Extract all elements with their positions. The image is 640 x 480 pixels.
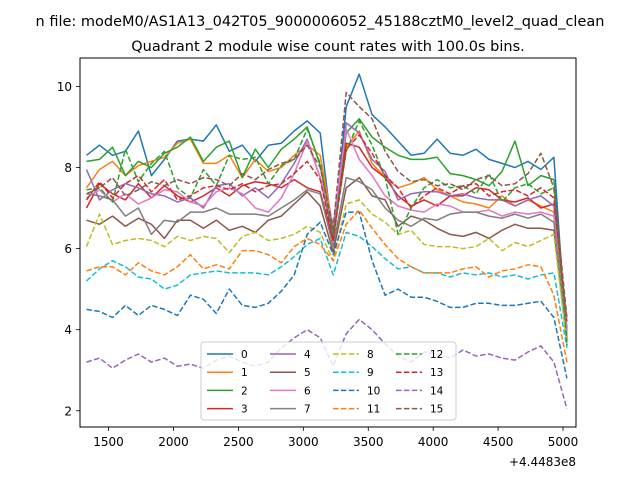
legend-label: 7 bbox=[304, 404, 311, 416]
series-line-14 bbox=[86, 318, 568, 410]
series-line-15 bbox=[86, 91, 568, 318]
series-line-3 bbox=[85, 142, 568, 330]
y-tick-label: 2 bbox=[64, 404, 72, 418]
legend-box bbox=[200, 341, 457, 421]
legend-item-15: 15 bbox=[396, 404, 443, 416]
series-line-9 bbox=[85, 231, 568, 349]
series-line-10 bbox=[86, 211, 568, 379]
series-line-4 bbox=[85, 122, 568, 328]
legend-label: 8 bbox=[367, 349, 374, 361]
x-tick-label: 3500 bbox=[353, 435, 384, 449]
legend-item-14: 14 bbox=[396, 385, 444, 397]
legend-item-0: 0 bbox=[207, 349, 248, 361]
series-line-1 bbox=[85, 130, 568, 334]
legend-item-10: 10 bbox=[333, 385, 380, 397]
legend-label: 1 bbox=[241, 367, 248, 379]
legend-label: 12 bbox=[430, 349, 443, 361]
series-line-8 bbox=[85, 199, 568, 344]
legend-item-2: 2 bbox=[207, 385, 248, 397]
legend-label: 3 bbox=[241, 404, 248, 416]
plot-frame bbox=[79, 57, 577, 428]
legend-label: 5 bbox=[304, 367, 311, 379]
legend-item-9: 9 bbox=[333, 367, 374, 379]
y-tick-label: 6 bbox=[64, 242, 72, 256]
legend-item-11: 11 bbox=[333, 404, 380, 416]
x-tick-label: 4000 bbox=[418, 435, 449, 449]
legend-label: 11 bbox=[367, 404, 380, 416]
legend-label: 6 bbox=[304, 385, 311, 397]
legend-label: 13 bbox=[430, 367, 443, 379]
legend-label: 14 bbox=[430, 385, 444, 397]
legend-label: 9 bbox=[367, 367, 374, 379]
x-tick-label: 4500 bbox=[483, 435, 514, 449]
legend-item-4: 4 bbox=[270, 349, 311, 361]
series-line-13 bbox=[85, 134, 568, 322]
chart-suptitle: n file: modeM0/AS1A13_042T05_9000006052_… bbox=[36, 14, 605, 30]
y-axis-ticks: 2 4 6 8 10 bbox=[57, 80, 80, 418]
series-line-5 bbox=[86, 176, 568, 338]
legend-item-12: 12 bbox=[396, 349, 443, 361]
legend-item-5: 5 bbox=[270, 367, 311, 379]
series-line-7 bbox=[86, 176, 568, 340]
legend-label: 4 bbox=[304, 349, 311, 361]
legend-item-7: 7 bbox=[270, 404, 311, 416]
y-tick-label: 8 bbox=[64, 161, 72, 175]
legend-item-6: 6 bbox=[270, 385, 311, 397]
x-tick-label: 3000 bbox=[288, 435, 319, 449]
legend-label: 10 bbox=[367, 385, 380, 397]
x-tick-label: 5000 bbox=[548, 435, 579, 449]
legend-label: 15 bbox=[430, 404, 443, 416]
legend-label: 0 bbox=[241, 349, 248, 361]
x-axis-offset-label: +4.4483e8 bbox=[509, 455, 576, 469]
x-tick-label: 2000 bbox=[158, 435, 189, 449]
chart-title: Quadrant 2 module wise count rates with … bbox=[131, 39, 525, 55]
series-line-11 bbox=[86, 209, 568, 363]
x-tick-label: 2500 bbox=[223, 435, 254, 449]
series-lines bbox=[85, 73, 568, 410]
legend-item-1: 1 bbox=[207, 367, 248, 379]
x-tick-label: 1500 bbox=[93, 435, 124, 449]
y-tick-label: 4 bbox=[64, 323, 72, 337]
legend-item-8: 8 bbox=[333, 349, 374, 361]
legend-label: 2 bbox=[241, 385, 248, 397]
y-tick-label: 10 bbox=[57, 80, 72, 94]
x-axis-ticks: 1500 2000 2500 3000 3500 4000 4500 5000 bbox=[93, 427, 578, 449]
legend-item-13: 13 bbox=[396, 367, 443, 379]
legend-item-3: 3 bbox=[207, 404, 248, 416]
